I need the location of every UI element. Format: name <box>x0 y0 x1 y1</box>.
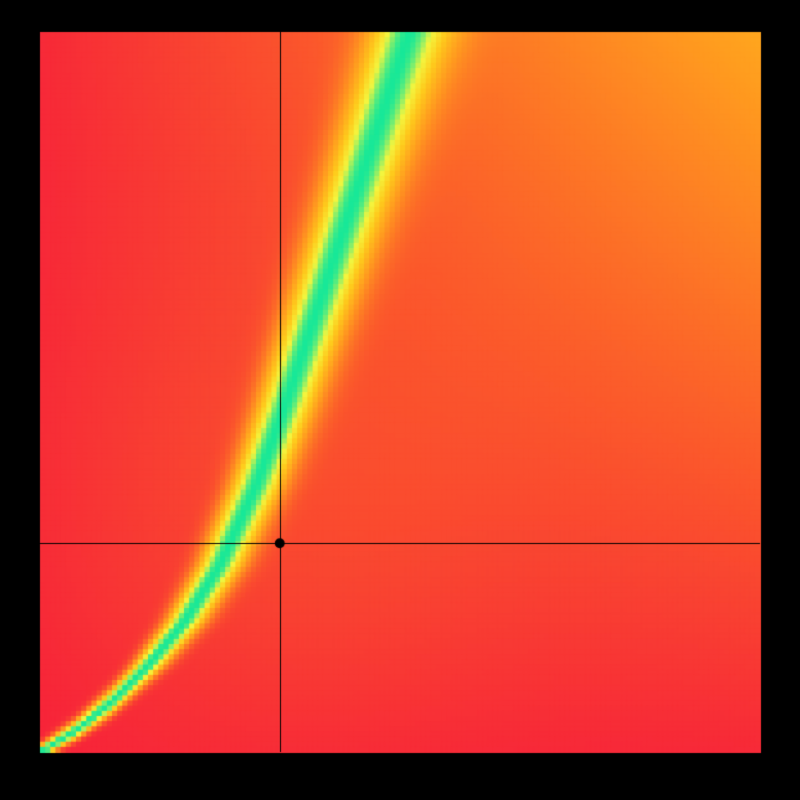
heatmap-plot <box>0 0 800 800</box>
